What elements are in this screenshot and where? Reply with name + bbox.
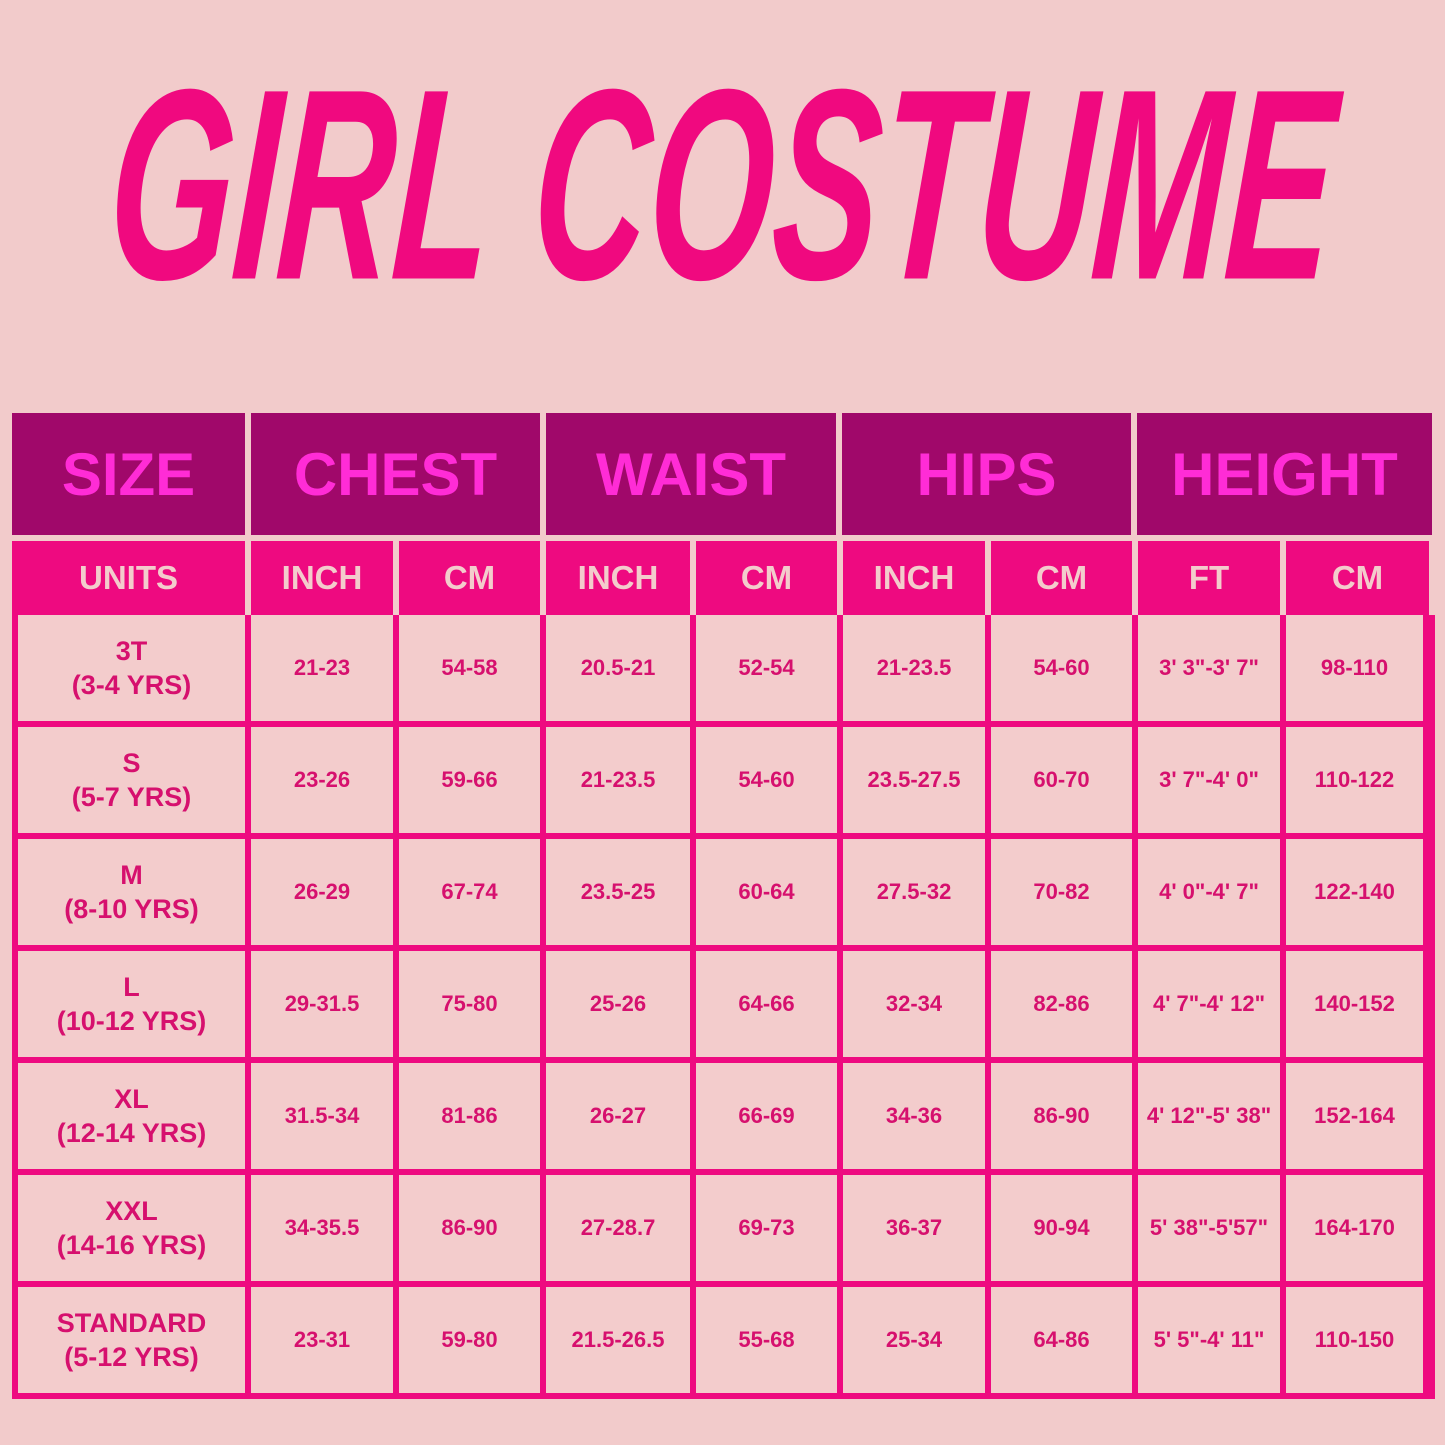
table-cell: 23.5-25 xyxy=(546,839,690,945)
table-cell: 29-31.5 xyxy=(251,951,393,1057)
table-cell: 59-80 xyxy=(399,1287,540,1393)
table-cell: 23-31 xyxy=(251,1287,393,1393)
table-cell: 64-86 xyxy=(991,1287,1132,1393)
table-cell: 21-23 xyxy=(251,615,393,721)
unit-cell: INCH xyxy=(843,541,985,615)
size-label-cell: S (5-7 YRS) xyxy=(18,727,245,833)
table-cell: 23.5-27.5 xyxy=(843,727,985,833)
table-cell: 54-60 xyxy=(696,727,837,833)
table-cell: 55-68 xyxy=(696,1287,837,1393)
table-cell: 27-28.7 xyxy=(546,1175,690,1281)
table-cell: 23-26 xyxy=(251,727,393,833)
table-cell: 3' 3"-3' 7" xyxy=(1138,615,1280,721)
table-cell: 54-60 xyxy=(991,615,1132,721)
size-label-cell: XL (12-14 YRS) xyxy=(18,1063,245,1169)
header-hips: HIPS xyxy=(842,413,1131,535)
size-table-body: 3T (3-4 YRS) 21-23 54-58 20.5-21 52-54 21-23.… xyxy=(12,615,1435,1399)
table-cell: 25-34 xyxy=(843,1287,985,1393)
table-cell: 54-58 xyxy=(399,615,540,721)
table-cell: 86-90 xyxy=(399,1175,540,1281)
unit-cell: CM xyxy=(1286,541,1429,615)
size-label-cell: 3T (3-4 YRS) xyxy=(18,615,245,721)
unit-cell: CM xyxy=(991,541,1132,615)
unit-cell: FT xyxy=(1138,541,1280,615)
table-cell: 66-69 xyxy=(696,1063,837,1169)
table-cell: 3' 7"-4' 0" xyxy=(1138,727,1280,833)
table-cell: 4' 12"-5' 38" xyxy=(1138,1063,1280,1169)
table-cell: 81-86 xyxy=(399,1063,540,1169)
table-cell: 69-73 xyxy=(696,1175,837,1281)
table-cell: 21-23.5 xyxy=(546,727,690,833)
table-cell: 20.5-21 xyxy=(546,615,690,721)
table-cell: 5' 5"-4' 11" xyxy=(1138,1287,1280,1393)
units-row: UNITS INCH CM INCH CM INCH CM FT CM xyxy=(12,541,1435,615)
table-cell: 4' 7"-4' 12" xyxy=(1138,951,1280,1057)
table-cell: 26-29 xyxy=(251,839,393,945)
table-cell: 98-110 xyxy=(1286,615,1423,721)
header-chest: CHEST xyxy=(251,413,540,535)
table-cell: 59-66 xyxy=(399,727,540,833)
header-row: SIZE CHEST WAIST HIPS HEIGHT xyxy=(12,413,1435,535)
header-waist: WAIST xyxy=(546,413,836,535)
table-cell: 26-27 xyxy=(546,1063,690,1169)
table-cell: 164-170 xyxy=(1286,1175,1423,1281)
table-cell: 32-34 xyxy=(843,951,985,1057)
table-cell: 82-86 xyxy=(991,951,1132,1057)
table-cell: 110-122 xyxy=(1286,727,1423,833)
table-cell: 70-82 xyxy=(991,839,1132,945)
table-cell: 110-150 xyxy=(1286,1287,1423,1393)
table-cell: 34-35.5 xyxy=(251,1175,393,1281)
table-cell: 122-140 xyxy=(1286,839,1423,945)
table-cell: 36-37 xyxy=(843,1175,985,1281)
unit-cell: INCH xyxy=(251,541,393,615)
table-cell: 67-74 xyxy=(399,839,540,945)
table-cell: 21.5-26.5 xyxy=(546,1287,690,1393)
table-cell: 4' 0"-4' 7" xyxy=(1138,839,1280,945)
table-cell: 25-26 xyxy=(546,951,690,1057)
table-cell: 64-66 xyxy=(696,951,837,1057)
size-label-cell: STANDARD (5-12 YRS) xyxy=(18,1287,245,1393)
unit-cell: UNITS xyxy=(12,541,245,615)
size-label-cell: XXL (14-16 YRS) xyxy=(18,1175,245,1281)
table-cell: 60-64 xyxy=(696,839,837,945)
table-cell: 34-36 xyxy=(843,1063,985,1169)
header-height: HEIGHT xyxy=(1137,413,1432,535)
table-cell: 60-70 xyxy=(991,727,1132,833)
table-cell: 152-164 xyxy=(1286,1063,1423,1169)
header-size: SIZE xyxy=(12,413,245,535)
table-cell: 140-152 xyxy=(1286,951,1423,1057)
size-label-cell: L (10-12 YRS) xyxy=(18,951,245,1057)
unit-cell: CM xyxy=(696,541,837,615)
table-cell: 5' 38"-5'57" xyxy=(1138,1175,1280,1281)
page-title: GIRL COSTUME xyxy=(101,31,1344,337)
table-cell: 75-80 xyxy=(399,951,540,1057)
unit-cell: CM xyxy=(399,541,540,615)
table-cell: 52-54 xyxy=(696,615,837,721)
table-cell: 90-94 xyxy=(991,1175,1132,1281)
table-cell: 27.5-32 xyxy=(843,839,985,945)
table-cell: 86-90 xyxy=(991,1063,1132,1169)
unit-cell: INCH xyxy=(546,541,690,615)
table-cell: 21-23.5 xyxy=(843,615,985,721)
table-cell: 31.5-34 xyxy=(251,1063,393,1169)
size-label-cell: M (8-10 YRS) xyxy=(18,839,245,945)
